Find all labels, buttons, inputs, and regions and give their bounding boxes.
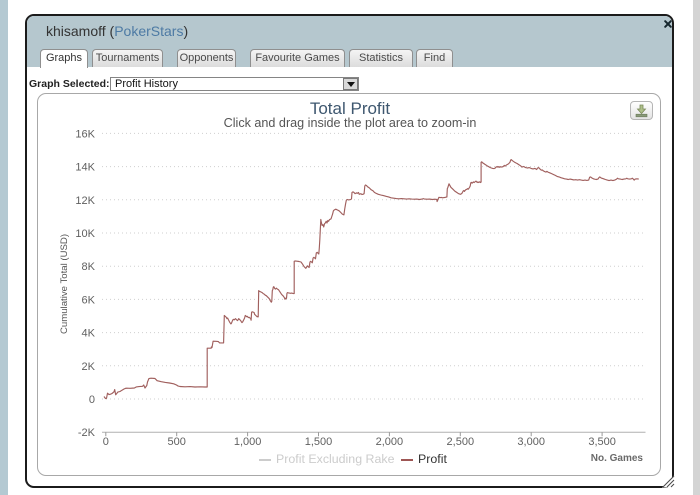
svg-text:14K: 14K <box>75 162 95 174</box>
svg-text:500: 500 <box>168 436 186 448</box>
svg-text:1,500: 1,500 <box>305 436 333 448</box>
svg-text:16K: 16K <box>75 128 95 140</box>
svg-text:6K: 6K <box>82 294 96 306</box>
svg-text:0: 0 <box>89 394 95 406</box>
svg-text:2K: 2K <box>82 361 96 373</box>
svg-text:4K: 4K <box>82 328 96 340</box>
svg-text:8K: 8K <box>82 261 96 273</box>
svg-text:12K: 12K <box>75 195 95 207</box>
svg-text:2,000: 2,000 <box>376 436 404 448</box>
svg-text:3,500: 3,500 <box>588 436 616 448</box>
svg-text:-2K: -2K <box>78 427 96 439</box>
svg-text:1,000: 1,000 <box>234 436 262 448</box>
svg-text:2,500: 2,500 <box>447 436 475 448</box>
svg-text:10K: 10K <box>75 228 95 240</box>
svg-text:0: 0 <box>103 436 109 448</box>
svg-text:Cumulative Total (USD): Cumulative Total (USD) <box>59 234 70 334</box>
svg-text:3,000: 3,000 <box>517 436 545 448</box>
